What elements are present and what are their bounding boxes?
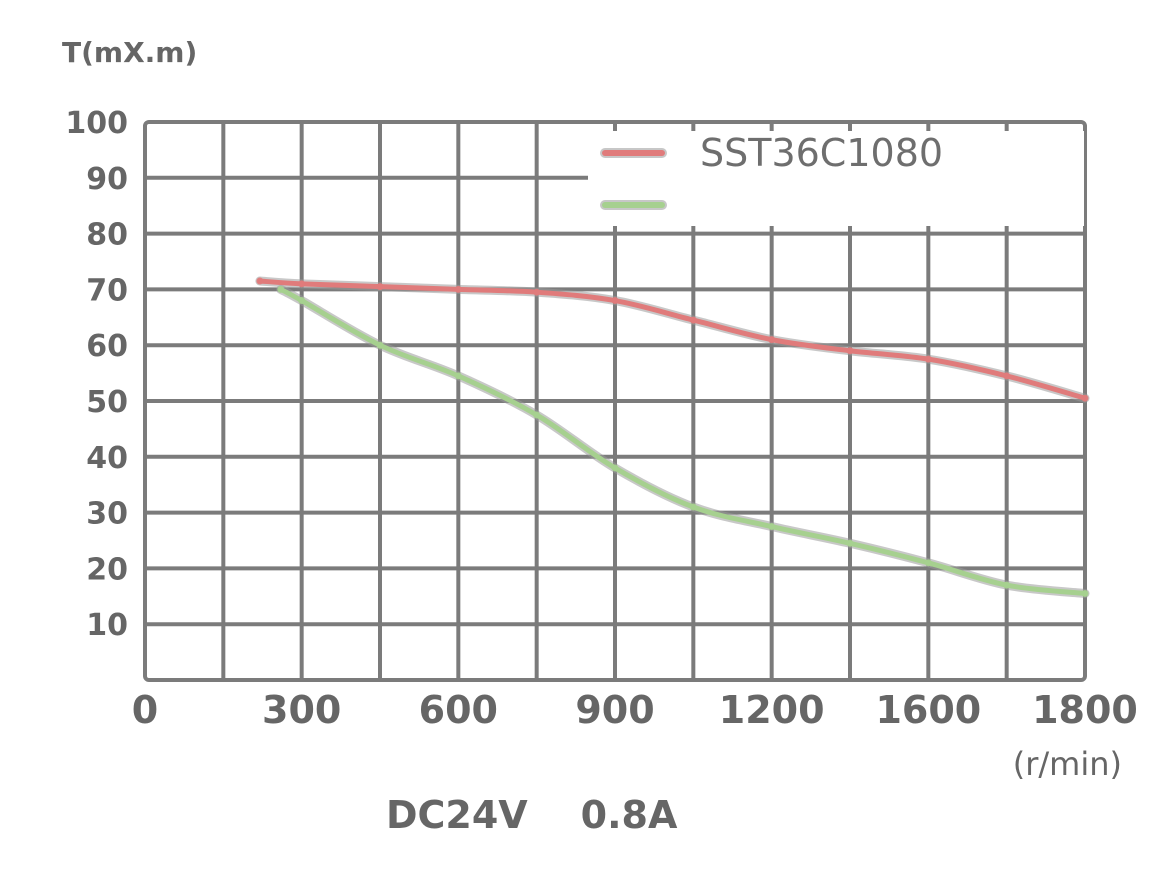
series-point-1 — [454, 285, 462, 293]
y-tick-label: 40 — [86, 441, 128, 476]
series-point-1 — [924, 355, 932, 363]
x-tick-label: 1600 — [875, 688, 981, 732]
series-point-2 — [689, 503, 697, 511]
footer-label: DC24V 0.8A — [386, 793, 678, 837]
y-tick-label: 60 — [86, 329, 128, 364]
series-point-1 — [298, 280, 306, 288]
series-line-2 — [278, 286, 1088, 597]
legend-background — [588, 131, 1084, 226]
y-tick-label: 90 — [86, 162, 128, 197]
series-point-2 — [611, 464, 619, 472]
y-tick-label: 100 — [65, 106, 128, 141]
series-line-1 — [257, 278, 1088, 401]
x-tick-labels: 0 300 600 900 1200 1600 1800 — [132, 688, 1138, 732]
series-point-2 — [277, 285, 285, 293]
x-tick-label: 1200 — [719, 688, 825, 732]
x-axis-unit: (r/min) — [1013, 745, 1122, 783]
y-tick-label: 20 — [86, 552, 128, 587]
y-tick-label: 80 — [86, 218, 128, 253]
series-point-2 — [376, 341, 384, 349]
series-point-2 — [924, 559, 932, 567]
y-tick-label: 10 — [86, 608, 128, 643]
y-tick-label: 50 — [86, 385, 128, 420]
series-point-1 — [611, 297, 619, 305]
series-point-2 — [454, 372, 462, 380]
series-point-1 — [1003, 372, 1011, 380]
y-tick-labels: 100 90 80 70 60 50 40 30 20 10 — [65, 106, 128, 643]
x-tick-label: 600 — [419, 688, 498, 732]
legend: SST36C1080 — [588, 131, 1084, 226]
y-tick-label: 70 — [86, 273, 128, 308]
series-point-2 — [768, 523, 776, 531]
series-lines — [255, 276, 1090, 599]
y-axis-title: T(mX.m) — [62, 36, 197, 69]
series-point-1 — [256, 277, 264, 285]
series-point-2 — [846, 539, 854, 547]
series-point-1 — [1081, 394, 1089, 402]
x-tick-label: 900 — [575, 688, 654, 732]
series-line-outline-2 — [276, 284, 1090, 599]
x-tick-label: 300 — [262, 688, 341, 732]
series-point-1 — [376, 283, 384, 291]
series-point-1 — [689, 316, 697, 324]
series-point-1 — [768, 336, 776, 344]
series-point-2 — [298, 297, 306, 305]
x-tick-label: 0 — [132, 688, 158, 732]
series-point-2 — [533, 411, 541, 419]
series-point-1 — [846, 347, 854, 355]
series-point-1 — [533, 288, 541, 296]
x-tick-label: 1800 — [1032, 688, 1138, 732]
series-point-2 — [1081, 590, 1089, 598]
series-point-2 — [1003, 581, 1011, 589]
legend-label-1: SST36C1080 — [700, 131, 943, 175]
series-line-outline-1 — [255, 276, 1090, 403]
y-tick-label: 30 — [86, 497, 128, 532]
